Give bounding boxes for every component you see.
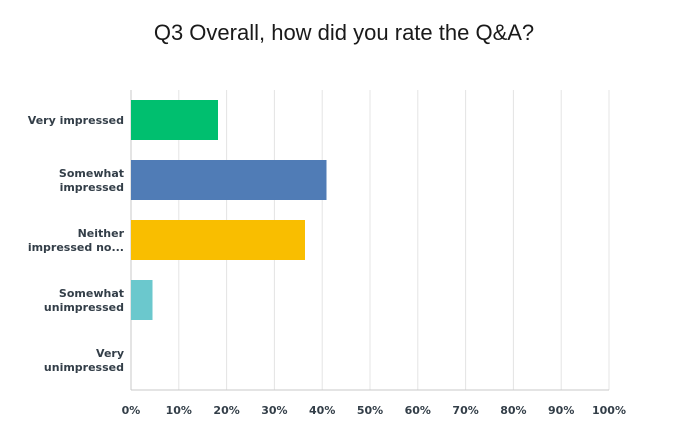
x-tick-label: 20%	[213, 404, 239, 417]
category-label: unimpressed	[44, 361, 124, 374]
bar	[131, 280, 153, 320]
bar	[131, 160, 327, 200]
x-tick-label: 0%	[122, 404, 141, 417]
category-label: unimpressed	[44, 301, 124, 314]
x-tick-label: 80%	[500, 404, 526, 417]
category-label: Very	[96, 347, 124, 360]
x-tick-label: 60%	[405, 404, 431, 417]
bar	[131, 220, 305, 260]
category-label: Somewhat	[59, 167, 124, 180]
x-tick-label: 10%	[166, 404, 192, 417]
category-label: Very impressed	[28, 114, 124, 127]
category-label: impressed no...	[28, 241, 124, 254]
category-label: Neither	[78, 227, 125, 240]
category-label: Somewhat	[59, 287, 124, 300]
category-label: impressed	[60, 181, 124, 194]
x-tick-label: 90%	[548, 404, 574, 417]
chart-title: Q3 Overall, how did you rate the Q&A?	[153, 20, 535, 45]
x-tick-label: 40%	[309, 404, 335, 417]
x-tick-label: 100%	[592, 404, 626, 417]
x-tick-label: 50%	[357, 404, 383, 417]
bar	[131, 100, 218, 140]
x-tick-label: 30%	[261, 404, 287, 417]
x-tick-label: 70%	[452, 404, 478, 417]
